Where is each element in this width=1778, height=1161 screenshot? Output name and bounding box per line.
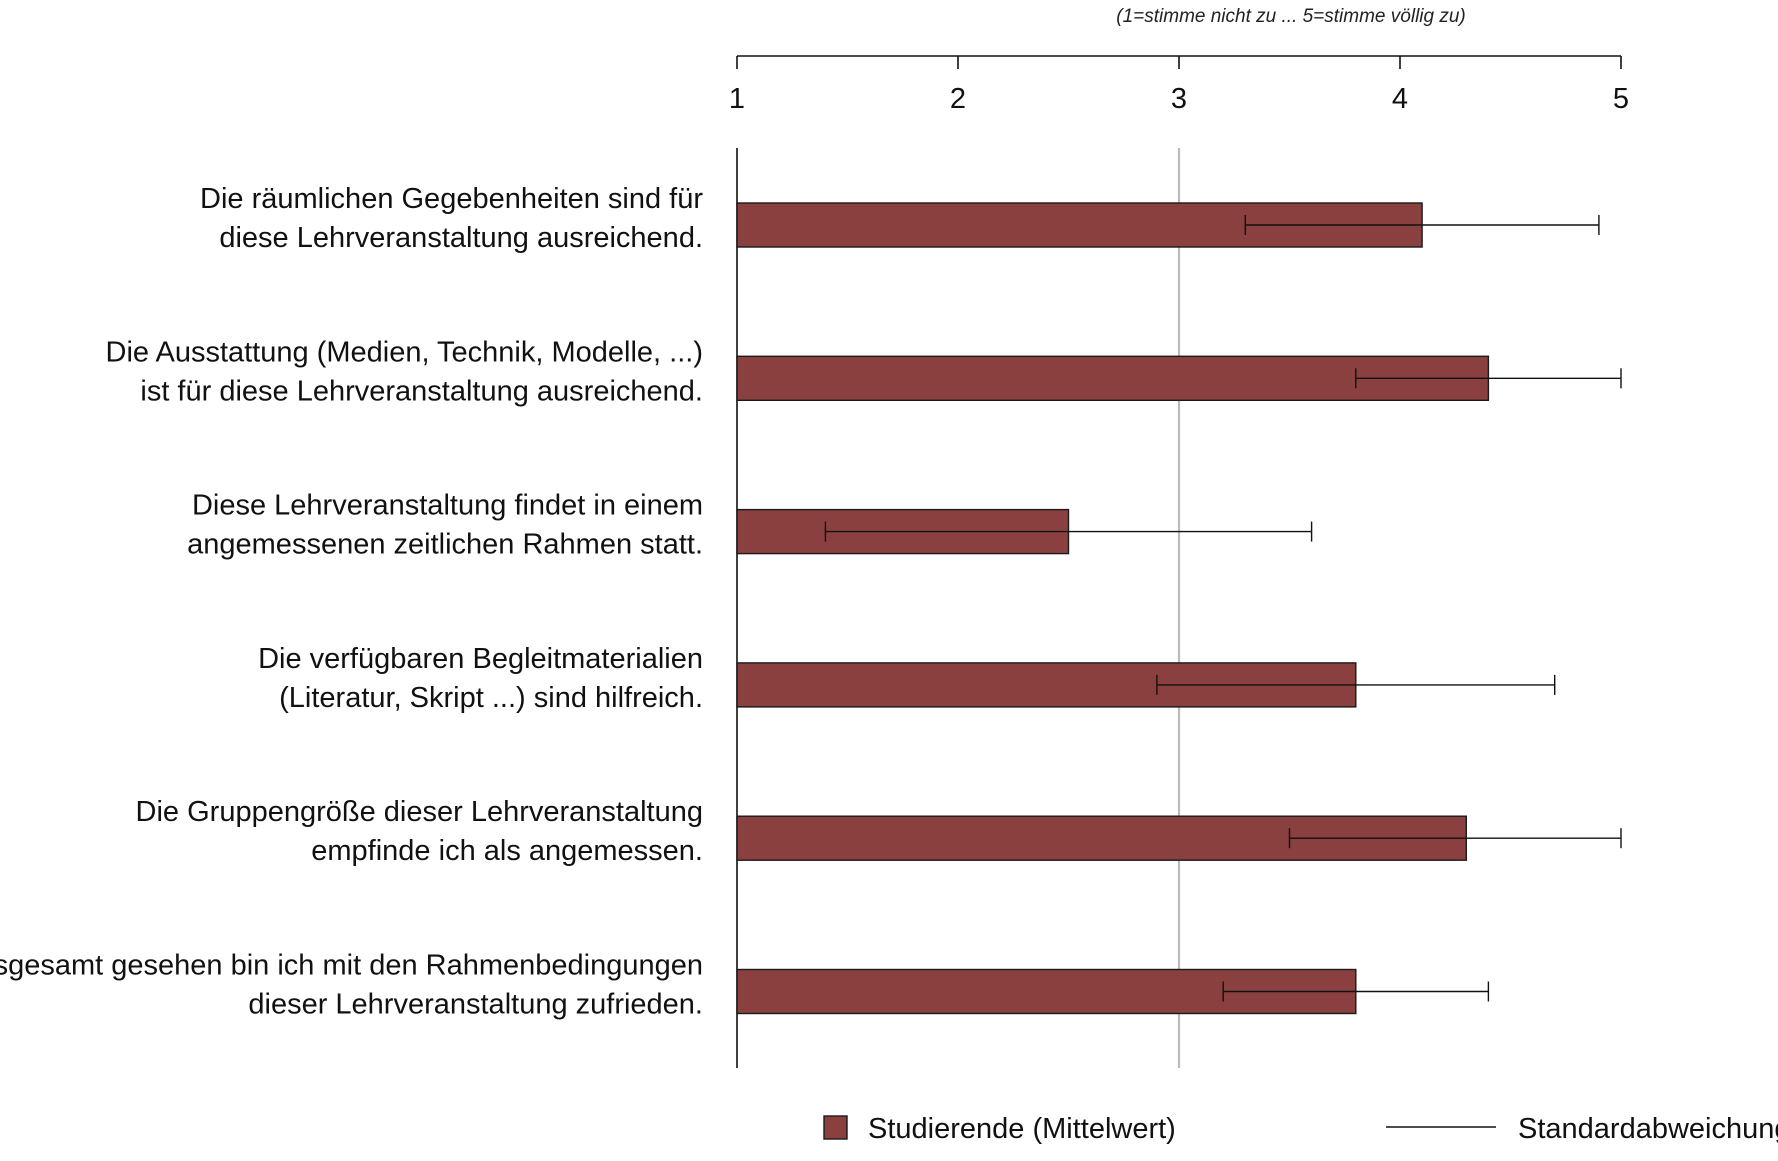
- category-label-line: dieser Lehrveranstaltung zufrieden.: [248, 989, 703, 1021]
- category-label-line: Insgesamt gesehen bin ich mit den Rahmen…: [0, 950, 703, 982]
- category-label-line: Die Gruppengröße dieser Lehrveranstaltun…: [136, 796, 703, 828]
- x-tick-label: 1: [729, 83, 745, 115]
- x-axis: 1 2 3 4 5: [729, 55, 1629, 1068]
- x-tick-label: 2: [950, 83, 966, 115]
- legend-swatch-mean: [823, 1115, 848, 1140]
- bar: [736, 662, 1357, 708]
- category-label-line: Diese Lehrveranstaltung findet in einem: [192, 490, 703, 522]
- bars-group: [736, 202, 1490, 1015]
- category-label-line: empfinde ich als angemessen.: [311, 835, 703, 867]
- category-label-line: ist für diese Lehrveranstaltung ausreich…: [140, 375, 703, 407]
- x-tick-label: 5: [1613, 83, 1629, 115]
- legend-label-stddev: Standardabweichung: [1518, 1113, 1778, 1145]
- category-label-line: angemessenen zeitlichen Rahmen statt.: [187, 529, 703, 561]
- x-tick-label: 4: [1392, 83, 1408, 115]
- category-label-line: Die räumlichen Gegebenheiten sind für: [200, 183, 703, 215]
- legend: Studierende (Mittelwert) Standardabweichu…: [823, 1113, 1778, 1145]
- x-tick-label: 3: [1171, 83, 1187, 115]
- category-label-line: Die verfügbaren Begleitmaterialien: [258, 643, 703, 675]
- category-label-line: diese Lehrveranstaltung ausreichend.: [219, 222, 703, 254]
- error-bars-group: [824, 215, 1622, 1002]
- legend-label-mean: Studierende (Mittelwert): [868, 1113, 1176, 1145]
- category-label-line: (Literatur, Skript ...) sind hilfreich.: [279, 682, 703, 714]
- category-label-line: Die Ausstattung (Medien, Technik, Modell…: [106, 336, 704, 368]
- category-labels: Die räumlichen Gegebenheiten sind für die…: [0, 183, 703, 1021]
- chart-subtitle: (1=stimme nicht zu ... 5=stimme völlig z…: [1116, 6, 1466, 27]
